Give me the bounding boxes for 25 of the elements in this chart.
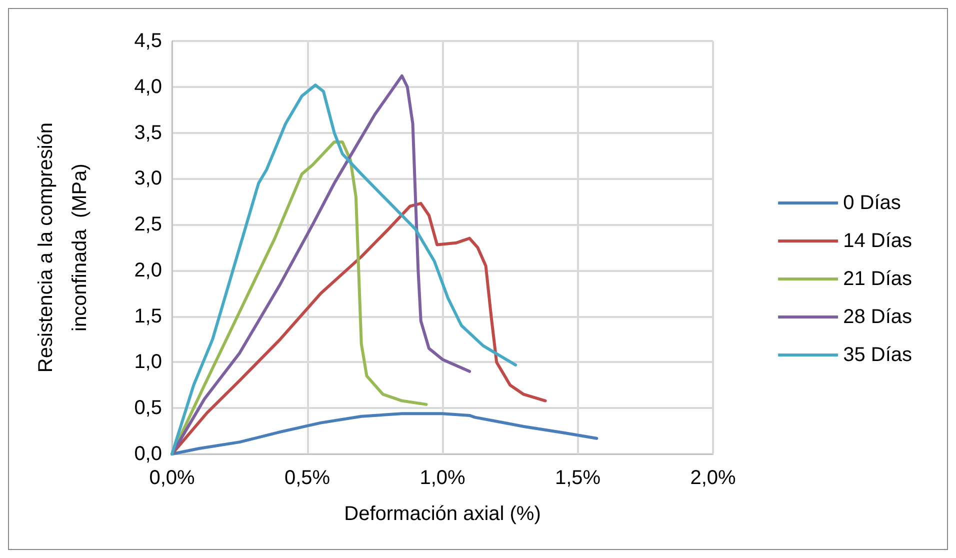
y-tick-label: 2,5 — [134, 214, 162, 236]
y-tick-label: 2,0 — [134, 259, 162, 282]
y-tick-label: 0,0 — [134, 443, 162, 465]
line-series — [170, 84, 518, 456]
y-tick-label: 3,5 — [134, 122, 162, 144]
legend-label: 0 Días — [843, 192, 901, 214]
y-tick-label: 4,0 — [134, 76, 162, 98]
line-series — [170, 74, 472, 456]
x-axis-title: Deformación axial (%) — [344, 503, 541, 525]
legend-label: 14 Días — [843, 230, 912, 252]
line-series — [170, 412, 598, 456]
x-tick-label: 1,0% — [420, 467, 466, 489]
y-tick-label: 1,0 — [134, 351, 162, 374]
y-tick-label: 1,5 — [134, 305, 162, 328]
x-tick-label: 2,0% — [690, 467, 736, 489]
y-tick-label: 3,0 — [134, 168, 162, 190]
y-tick-label: 4,5 — [134, 30, 162, 52]
y-axis-title: Resistencia a la compresión inconfinada (MPa) — [35, 122, 91, 373]
y-tick-label: 0,5 — [134, 397, 162, 420]
legend-label: 35 Días — [843, 344, 912, 366]
legend-label: 28 Días — [843, 306, 912, 328]
x-tick-label: 0,0% — [149, 467, 196, 489]
x-tick-label: 1,5% — [554, 467, 601, 489]
legend-label: 21 Días — [843, 268, 912, 290]
x-tick-label: 0,5% — [284, 467, 330, 489]
